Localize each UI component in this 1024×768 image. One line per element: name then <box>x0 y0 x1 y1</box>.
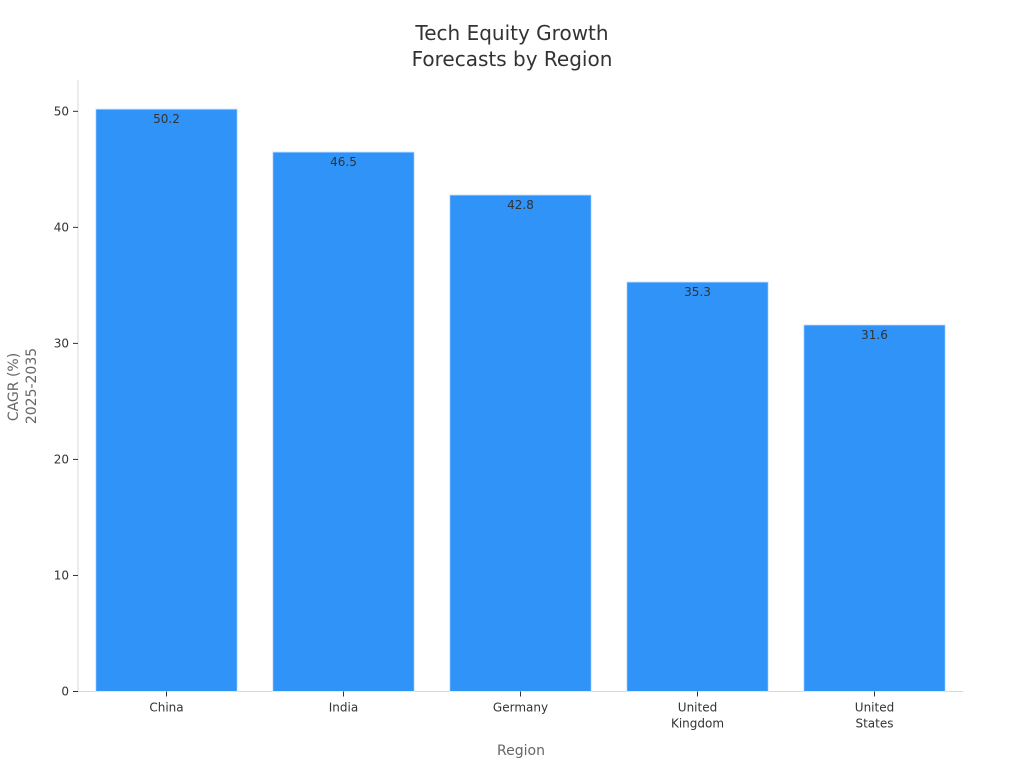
x-axis-title: Region <box>497 743 545 759</box>
bar <box>272 151 415 693</box>
x-axis-tick-label: China <box>149 701 183 715</box>
bar-value-label: 35.3 <box>684 285 711 299</box>
y-axis-tick-label: 40 <box>54 220 69 234</box>
x-axis-ticks: China India Germany United Kingdom United Stat… <box>149 691 894 731</box>
y-axis-tick-label: 0 <box>61 685 69 699</box>
y-axis-tick-label: 30 <box>54 336 69 350</box>
bar <box>803 324 946 692</box>
chart-title-line: Forecasts by Region <box>412 47 613 71</box>
x-axis-tick-label: United <box>678 701 717 715</box>
bar-labels-group: 50.2 46.5 42.8 35.3 31.6 <box>153 112 888 342</box>
y-axis-tick-label: 10 <box>54 568 69 582</box>
y-axis-title-line: CAGR (%) <box>6 353 22 421</box>
bar-value-label: 42.8 <box>507 198 534 212</box>
chart-title-line: Tech Equity Growth <box>414 21 608 45</box>
y-axis-tick-label: 20 <box>54 452 69 466</box>
bars-group <box>95 108 946 693</box>
chart-title: Tech Equity Growth Forecasts by Region <box>412 21 613 71</box>
x-axis-tick-label: United <box>855 701 894 715</box>
y-axis-title: CAGR (%) 2025-2035 <box>6 348 40 424</box>
y-axis-ticks: 0 10 20 30 40 50 <box>54 104 78 699</box>
bar-value-label: 46.5 <box>330 155 357 169</box>
bar-value-label: 50.2 <box>153 112 180 126</box>
bar-value-label: 31.6 <box>861 328 888 342</box>
y-axis-title-line: 2025-2035 <box>24 348 40 424</box>
x-axis-tick-label: Kingdom <box>671 717 724 731</box>
x-axis-tick-label: Germany <box>493 701 548 715</box>
x-axis-tick-label: States <box>855 717 893 731</box>
bar <box>95 108 238 692</box>
y-axis-tick-label: 50 <box>54 104 69 118</box>
bar <box>626 281 769 692</box>
x-axis-tick-label: India <box>329 701 358 715</box>
bar <box>449 194 592 692</box>
